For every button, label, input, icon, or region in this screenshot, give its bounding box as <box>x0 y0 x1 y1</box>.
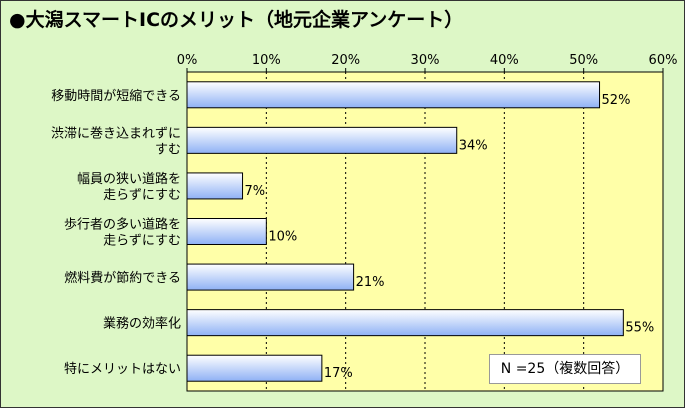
category-label: 歩行者の多い道路を <box>64 217 181 233</box>
bars <box>186 81 624 382</box>
bar <box>186 126 458 154</box>
chart-title: ●大潟スマートICのメリット（地元企業アンケート） <box>9 9 464 31</box>
category-label: 走らずにすむ <box>103 234 181 249</box>
sample-size-note: N =25（複数回答） <box>489 354 641 384</box>
grid-lines <box>265 72 585 391</box>
value-labels: 52% 34% 7% 10% 21% 55% 17% <box>245 93 655 381</box>
bar <box>186 309 624 337</box>
bar <box>186 218 267 245</box>
category-label: 特にメリットはない <box>64 362 181 377</box>
x-tick-label: 10% <box>252 53 281 68</box>
category-labels: 移動時間が短縮できる渋滞に巻き込まれずにすむ幅員の狭い道路を走らずにすむ歩行者の… <box>51 88 181 377</box>
category-label: すむ <box>155 142 181 157</box>
bar <box>186 354 323 382</box>
x-tick-label: 0% <box>177 53 198 68</box>
category-label: 渋滞に巻き込まれずに <box>51 126 181 141</box>
category-label: 移動時間が短縮できる <box>51 88 181 104</box>
data-label: 55% <box>625 321 654 336</box>
category-label: 幅員の狭い道路を <box>77 171 181 187</box>
data-label: 21% <box>356 275 385 290</box>
x-tick-label: 50% <box>569 53 598 68</box>
data-label: 52% <box>602 93 631 108</box>
x-tick-label: 30% <box>411 53 440 68</box>
bar <box>186 263 355 291</box>
x-tick-label: 40% <box>490 53 519 68</box>
bar <box>186 172 244 200</box>
x-tick-label: 60% <box>649 53 678 68</box>
bar <box>186 81 601 109</box>
data-label: 7% <box>245 184 266 199</box>
x-tick-label: 20% <box>331 53 360 68</box>
category-label: 走らずにすむ <box>103 188 181 203</box>
data-label: 34% <box>459 138 488 153</box>
x-axis-ticks: 0% 10% 20% 30% 40% 50% 60% <box>177 53 678 72</box>
data-label: 17% <box>324 366 353 381</box>
category-label: 業務の効率化 <box>103 316 181 332</box>
data-label: 10% <box>268 230 297 245</box>
category-label: 燃料費が節約できる <box>64 270 181 286</box>
